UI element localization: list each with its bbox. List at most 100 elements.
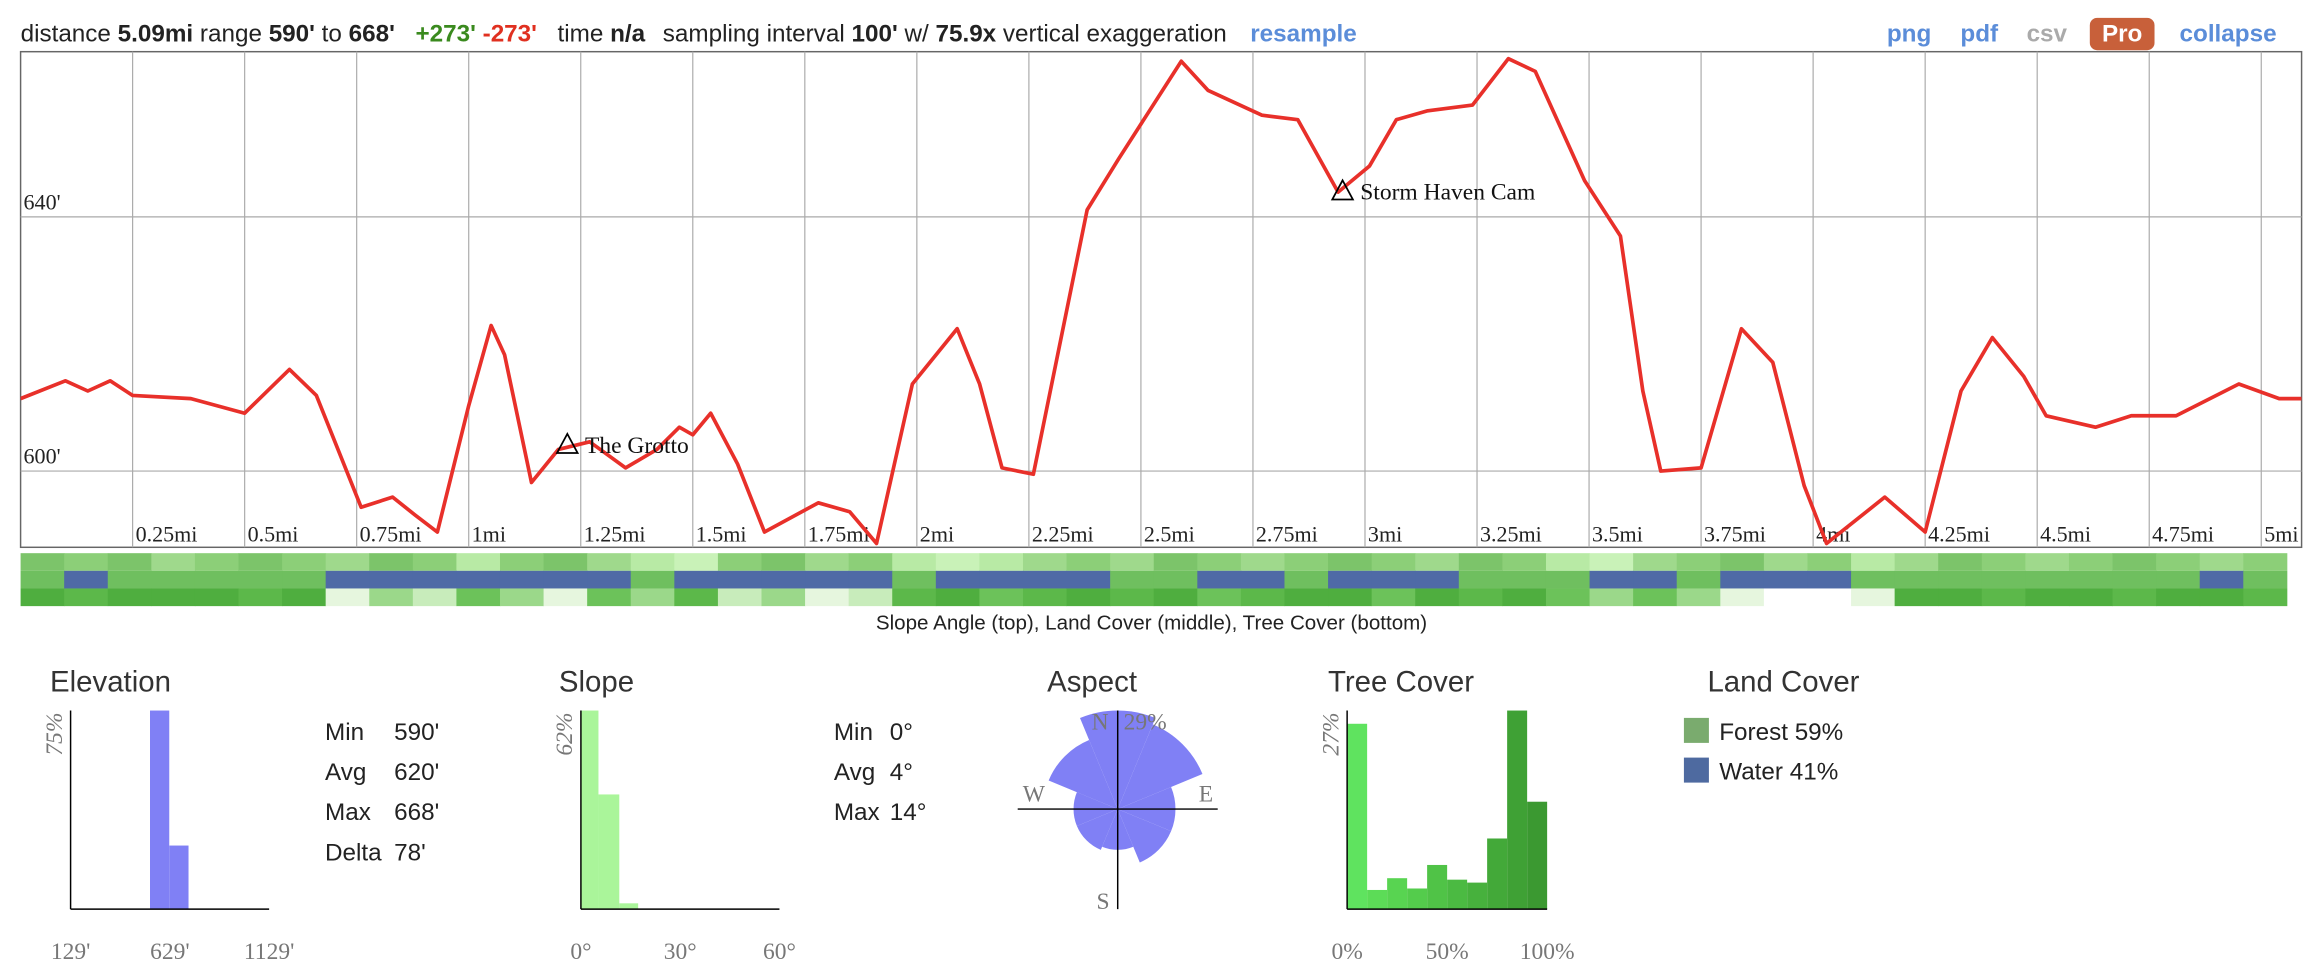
strip-cell	[456, 553, 501, 571]
pro-label[interactable]: Pro	[2102, 20, 2142, 47]
x-tick-label: 1mi	[472, 521, 506, 546]
strip-cell	[1197, 553, 1242, 571]
histogram-bar	[1507, 710, 1528, 910]
y-tick-label: 75%	[42, 713, 68, 756]
strip-cell	[1458, 588, 1503, 607]
strip-cell	[1720, 553, 1765, 571]
label: sampling interval	[663, 20, 845, 47]
x-tick-label: 4.25mi	[1928, 521, 1990, 546]
stat-label: Avg	[325, 759, 366, 786]
x-tick-label: 5mi	[2264, 521, 2298, 546]
collapse-link[interactable]: collapse	[2180, 20, 2277, 47]
strip-cell	[935, 570, 980, 589]
strip-cell	[761, 570, 806, 589]
waypoint-label: The Grotto	[585, 433, 689, 459]
strip-cell	[1284, 588, 1329, 607]
strip-cell	[2243, 588, 2288, 607]
strip-cell	[2068, 570, 2113, 589]
strip-cell	[1763, 553, 1808, 571]
label: vertical exaggeration	[1003, 20, 1227, 47]
strip-cell	[935, 553, 980, 571]
strip-cell	[1938, 553, 1983, 571]
x-tick-label: 629'	[150, 939, 190, 965]
y-tick-label: 640'	[24, 190, 61, 215]
strip-cell	[1415, 553, 1460, 571]
x-tick-label: 30°	[664, 939, 697, 965]
strip-cell	[282, 588, 327, 607]
strip-cell	[1458, 553, 1503, 571]
strip-cell	[1197, 588, 1242, 607]
strip-cell	[979, 553, 1024, 571]
strip-cell	[412, 588, 457, 607]
strip-cell	[2068, 588, 2113, 607]
y-tick-label: 27%	[1318, 713, 1344, 756]
strip-cell	[1545, 588, 1591, 607]
strip-cell	[369, 553, 414, 571]
strip-cell	[1415, 588, 1460, 607]
pdf-link[interactable]: pdf	[1960, 20, 1999, 47]
png-link[interactable]: png	[1887, 20, 1931, 47]
strip-cell	[1197, 570, 1242, 589]
x-tick-label: 3.25mi	[1480, 521, 1542, 546]
panel-title: Land Cover	[1707, 665, 1859, 698]
strip-cell	[979, 570, 1024, 589]
stat-value: 0°	[890, 719, 913, 746]
strip-cell	[1502, 570, 1547, 589]
strip-cell	[1851, 553, 1896, 571]
strip-cell	[2112, 553, 2157, 571]
strip-cell	[848, 570, 893, 589]
x-tick-label: 2.5mi	[1144, 521, 1195, 546]
strip-cell	[107, 570, 152, 589]
stat-value: 590'	[394, 719, 439, 746]
strip-cell	[543, 588, 588, 607]
strip-cell	[543, 570, 588, 589]
strip-cell	[499, 553, 545, 571]
strip-cell	[1153, 588, 1198, 607]
y-tick-label: 62%	[552, 713, 578, 756]
direction-label: W	[1023, 782, 1046, 808]
strip-cell	[1807, 570, 1852, 589]
strip-cell	[1981, 553, 2026, 571]
strip-cell	[20, 588, 65, 607]
strip-cell	[1676, 588, 1721, 607]
legend-name: Forest	[1719, 719, 1788, 746]
strip-cell	[1066, 570, 1111, 589]
x-tick-label: 2mi	[920, 521, 954, 546]
resample-link[interactable]: resample	[1250, 20, 1357, 47]
stat-label: Avg	[834, 759, 875, 786]
strip-cell	[805, 588, 850, 607]
elevation-line	[20, 56, 2302, 546]
x-tick-label: 0.5mi	[248, 521, 299, 546]
strip-cell	[325, 553, 370, 571]
strip-cell	[1371, 588, 1416, 607]
strip-cell	[1633, 570, 1678, 589]
histogram-bar	[1427, 864, 1448, 910]
strip-cell	[587, 588, 632, 607]
csv-link[interactable]: csv	[2027, 20, 2068, 47]
strip-cell	[1981, 570, 2026, 589]
x-tick-label: 2.25mi	[1032, 521, 1094, 546]
strip-cell	[1022, 570, 1068, 589]
histogram-bar	[1407, 888, 1428, 910]
strip-cell	[2199, 570, 2244, 589]
strip-cell	[107, 553, 152, 571]
histogram-bar	[150, 710, 170, 910]
strip-cell	[1415, 570, 1460, 589]
loss: -273'	[483, 20, 537, 47]
pro-badge[interactable]	[2089, 17, 2155, 51]
x-tick-label: 0%	[1331, 939, 1362, 965]
strip-cell	[1240, 588, 1285, 607]
strip-cell	[2156, 588, 2201, 607]
x-tick-label: 3.5mi	[1592, 521, 1643, 546]
stat-label: Max	[834, 799, 880, 826]
strip-cell	[848, 588, 893, 607]
strip-cell	[2199, 588, 2244, 607]
label: time	[558, 20, 604, 47]
strip-cell	[1676, 570, 1721, 589]
x-tick-label: 129'	[51, 939, 91, 965]
strip-cell	[499, 570, 545, 589]
strip-cell	[2243, 570, 2288, 589]
x-tick-label: 50%	[1426, 939, 1469, 965]
